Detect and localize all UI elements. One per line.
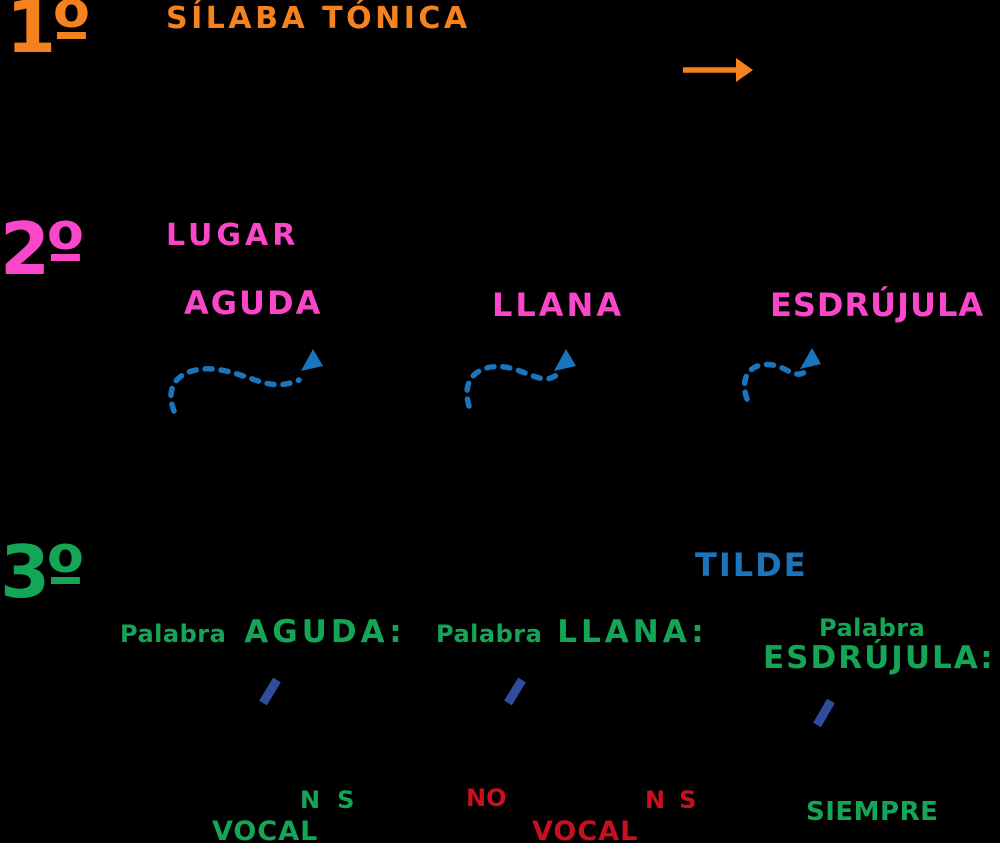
- rule-prefix-llana: Palabra: [436, 620, 543, 648]
- rule-llana: Palabra LLANA:: [436, 614, 708, 650]
- answer-letter-s-aguda: S: [337, 786, 355, 814]
- rule-prefix-aguda: Palabra: [120, 620, 227, 648]
- accent-mark-icon-esdrujula: [813, 698, 835, 728]
- step2-title-lugar: LUGAR: [166, 218, 300, 253]
- right-arrow-icon: [683, 58, 753, 82]
- category-llana: LLANA: [492, 286, 625, 324]
- dashed-arrow-icon-esdrujula: [741, 348, 821, 402]
- answer-letters-llana: N S: [645, 786, 696, 814]
- step2-number: 2º: [0, 207, 86, 291]
- answer-letter-s-llana: S: [679, 786, 697, 814]
- category-aguda: AGUDA: [184, 284, 323, 322]
- rule-aguda: Palabra AGUDA:: [120, 614, 406, 650]
- answer-vocal-llana: VOCAL: [532, 816, 639, 843]
- answer-vocal-aguda: VOCAL: [212, 816, 319, 843]
- step3-number: 3º: [0, 530, 86, 614]
- accent-mark-icon-llana: [504, 677, 526, 706]
- answer-letter-n-aguda: N: [300, 786, 321, 814]
- answer-siempre-esdrujula: SIEMPRE: [806, 797, 939, 827]
- category-esdrujula: ESDRÚJULA: [770, 286, 985, 324]
- rule-word-esdrujula: ESDRÚJULA:: [763, 640, 995, 676]
- step1-title-silaba-tonica: SÍLABA TÓNICA: [166, 1, 471, 36]
- step1-number: 1º: [6, 0, 92, 69]
- accent-mark-icon-aguda: [259, 677, 281, 706]
- dashed-arrow-icon-llana: [464, 349, 576, 409]
- dashed-arrow-icon-aguda: [168, 349, 323, 414]
- answer-letter-n-llana: N: [645, 786, 666, 814]
- rule-prefix-esdrujula: Palabra: [819, 614, 926, 642]
- answer-letters-aguda: N S: [300, 786, 354, 814]
- rule-word-llana: LLANA:: [557, 614, 708, 650]
- rule-word-aguda: AGUDA:: [244, 614, 406, 650]
- step3-title-tilde: TILDE: [695, 546, 808, 584]
- answer-no-llana: NO: [466, 784, 507, 812]
